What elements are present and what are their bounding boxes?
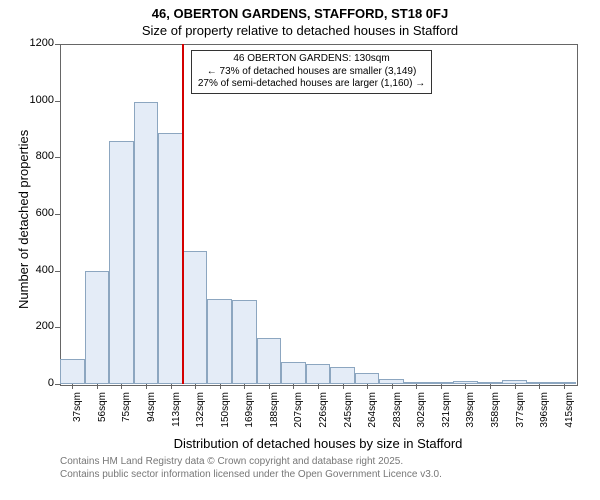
histogram-bar: [60, 359, 85, 384]
xtick-label: 37sqm: [72, 392, 83, 442]
footer-line-2: Contains public sector information licen…: [60, 469, 442, 482]
annotation-box: 46 OBERTON GARDENS: 130sqm← 73% of detac…: [191, 50, 432, 94]
histogram-bar: [257, 338, 282, 384]
ytick-label: 400: [22, 264, 54, 276]
footer-line-1: Contains HM Land Registry data © Crown c…: [60, 456, 442, 469]
xtick-label: 321sqm: [441, 392, 452, 442]
xtick-mark: [72, 384, 73, 389]
xtick-mark: [195, 384, 196, 389]
histogram-bar: [207, 299, 232, 384]
xtick-label: 245sqm: [343, 392, 354, 442]
histogram-bar: [306, 364, 331, 384]
xtick-mark: [539, 384, 540, 389]
ytick-label: 200: [22, 320, 54, 332]
xtick-mark: [171, 384, 172, 389]
chart-footer: Contains HM Land Registry data © Crown c…: [60, 456, 442, 481]
xtick-mark: [318, 384, 319, 389]
ytick-mark: [55, 214, 60, 215]
xtick-label: 415sqm: [564, 392, 575, 442]
xtick-label: 188sqm: [269, 392, 280, 442]
xtick-mark: [244, 384, 245, 389]
xtick-mark: [392, 384, 393, 389]
xtick-label: 207sqm: [293, 392, 304, 442]
xtick-mark: [343, 384, 344, 389]
xtick-label: 264sqm: [367, 392, 378, 442]
annotation-line: 46 OBERTON GARDENS: 130sqm: [198, 53, 425, 66]
histogram-bar: [232, 300, 257, 384]
xtick-label: 94sqm: [146, 392, 157, 442]
xtick-label: 132sqm: [195, 392, 206, 442]
chart-title-sub: Size of property relative to detached ho…: [0, 21, 600, 38]
xtick-mark: [490, 384, 491, 389]
xtick-mark: [416, 384, 417, 389]
xtick-label: 396sqm: [539, 392, 550, 442]
xtick-mark: [97, 384, 98, 389]
ytick-label: 600: [22, 207, 54, 219]
xtick-label: 302sqm: [416, 392, 427, 442]
xtick-label: 169sqm: [244, 392, 255, 442]
annotation-line: 27% of semi-detached houses are larger (…: [198, 78, 425, 91]
histogram-bar: [330, 367, 355, 384]
histogram-bar: [158, 133, 183, 384]
ytick-mark: [55, 327, 60, 328]
xtick-label: 339sqm: [465, 392, 476, 442]
histogram-bar: [134, 102, 159, 384]
xtick-mark: [220, 384, 221, 389]
xtick-label: 283sqm: [392, 392, 403, 442]
ytick-label: 1200: [22, 37, 54, 49]
ytick-label: 1000: [22, 94, 54, 106]
ytick-label: 800: [22, 150, 54, 162]
xtick-mark: [441, 384, 442, 389]
xtick-mark: [146, 384, 147, 389]
xtick-mark: [465, 384, 466, 389]
xtick-mark: [367, 384, 368, 389]
xtick-label: 56sqm: [97, 392, 108, 442]
xtick-mark: [121, 384, 122, 389]
histogram-bar: [281, 362, 306, 384]
xtick-label: 150sqm: [220, 392, 231, 442]
ytick-mark: [55, 271, 60, 272]
annotation-line: ← 73% of detached houses are smaller (3,…: [198, 66, 425, 79]
histogram-bar: [85, 271, 110, 384]
chart-title-main: 46, OBERTON GARDENS, STAFFORD, ST18 0FJ: [0, 0, 600, 21]
xtick-label: 377sqm: [515, 392, 526, 442]
ytick-mark: [55, 44, 60, 45]
ytick-mark: [55, 157, 60, 158]
xtick-label: 75sqm: [121, 392, 132, 442]
histogram-bar: [183, 251, 208, 384]
xtick-label: 358sqm: [490, 392, 501, 442]
chart-container: 46, OBERTON GARDENS, STAFFORD, ST18 0FJ …: [0, 0, 600, 500]
xtick-mark: [515, 384, 516, 389]
histogram-bar: [355, 373, 380, 384]
xtick-label: 113sqm: [171, 392, 182, 442]
ytick-mark: [55, 101, 60, 102]
ytick-label: 0: [22, 377, 54, 389]
xtick-label: 226sqm: [318, 392, 329, 442]
xtick-mark: [293, 384, 294, 389]
histogram-bar: [109, 141, 134, 384]
marker-line: [182, 44, 184, 384]
xtick-mark: [564, 384, 565, 389]
ytick-mark: [55, 384, 60, 385]
xtick-mark: [269, 384, 270, 389]
